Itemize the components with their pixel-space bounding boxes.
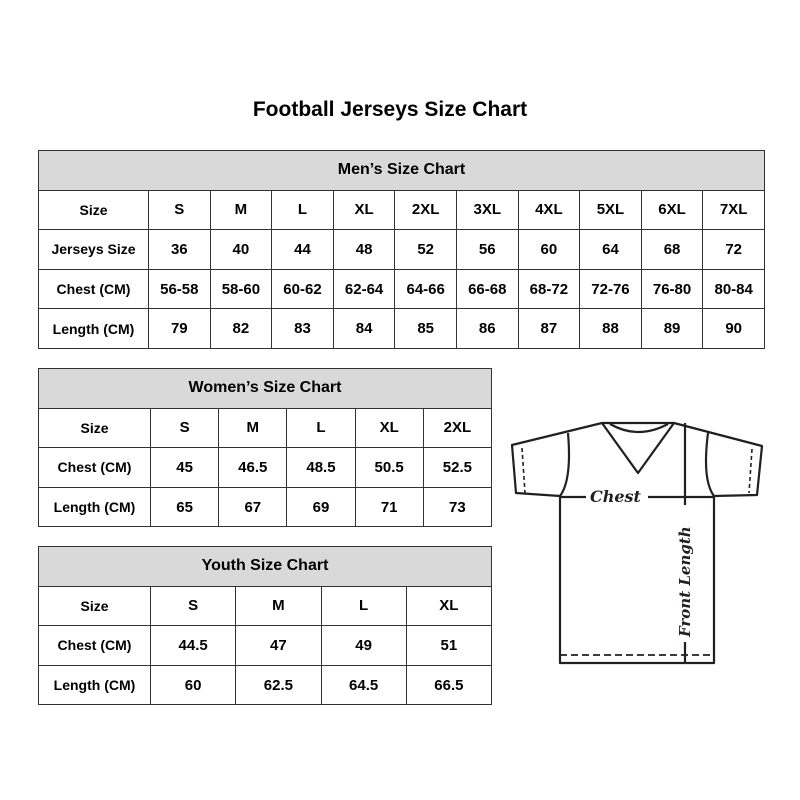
table-cell: 90	[702, 308, 765, 349]
table-cell: 51	[405, 625, 493, 666]
table-cell: 76-80	[640, 268, 704, 310]
table-cell: 66-68	[455, 268, 519, 310]
mens-size-table: Men’s Size Chart Size S M L XL 2XL 3XL 4XL 5XL 6XL…	[38, 150, 765, 349]
table-cell: 50.5	[354, 447, 424, 488]
table-cell: 6XL	[640, 189, 704, 231]
table-cell: 68-72	[517, 268, 581, 310]
table-cell: 52.5	[422, 447, 493, 488]
table-row: Chest (CM) 45 46.5 48.5 50.5 52.5	[38, 447, 493, 488]
table-cell: S	[149, 407, 220, 449]
chest-label: Chest	[590, 487, 642, 506]
table-cell: 5XL	[579, 189, 642, 231]
table-cell: 85	[394, 308, 457, 349]
front-length-label: Front Length	[676, 526, 694, 638]
table-heading: Youth Size Chart	[38, 546, 492, 587]
table-cell: 49	[320, 625, 407, 666]
jersey-collar	[600, 421, 676, 475]
table-row: Size S M L XL	[38, 585, 493, 627]
table-cell: XL	[354, 407, 424, 449]
youth-size-table: Youth Size Chart Size S M L XL Chest (CM) 44.5 4…	[38, 546, 493, 706]
table-cell: 64.5	[320, 664, 407, 706]
table-row: Size S M L XL 2XL	[38, 407, 493, 449]
table-cell: 56-58	[148, 268, 211, 310]
table-cell: 48	[332, 229, 396, 270]
table-row: Chest (CM) 44.5 47 49 51	[38, 625, 493, 666]
table-cell: 71	[354, 486, 424, 528]
table-cell: 60	[149, 664, 237, 706]
table-cell: S	[149, 585, 237, 627]
page-title: Football Jerseys Size Chart	[252, 98, 528, 121]
table-cell: L	[271, 189, 334, 231]
table-cell: 60	[517, 229, 581, 270]
table-cell: 72-76	[579, 268, 642, 310]
jersey-outline	[510, 421, 764, 665]
womens-size-table: Women’s Size Chart Size S M L XL 2XL Chest (CM)…	[38, 368, 493, 528]
table-cell: 65	[149, 486, 220, 528]
table-cell: 73	[422, 486, 493, 528]
table-cell: 84	[332, 308, 396, 349]
row-label: Chest (CM)	[38, 447, 151, 488]
row-label: Size	[38, 407, 151, 449]
table-cell: XL	[405, 585, 493, 627]
table-row: Jerseys Size 36 40 44 48 52 56 60 64 68 72	[38, 229, 765, 270]
table-cell: 40	[209, 229, 273, 270]
table-cell: L	[286, 407, 356, 449]
table-cell: XL	[332, 189, 396, 231]
table-cell: M	[218, 407, 288, 449]
table-cell: 44.5	[149, 625, 237, 666]
table-row: Length (CM) 65 67 69 71 73	[38, 486, 493, 528]
table-cell: 44	[271, 229, 334, 270]
table-cell: 82	[209, 308, 273, 349]
table-cell: 48.5	[286, 447, 356, 488]
table-heading: Men’s Size Chart	[38, 150, 765, 191]
table-cell: 36	[148, 229, 211, 270]
table-cell: L	[320, 585, 407, 627]
table-cell: 66.5	[405, 664, 493, 706]
table-cell: 62.5	[235, 664, 322, 706]
table-cell: 62-64	[332, 268, 396, 310]
row-label: Chest (CM)	[38, 625, 151, 666]
table-cell: 86	[455, 308, 519, 349]
table-row: Size S M L XL 2XL 3XL 4XL 5XL 6XL 7XL	[38, 189, 765, 231]
table-cell: 79	[148, 308, 211, 349]
table-cell: M	[235, 585, 322, 627]
table-cell: 60-62	[271, 268, 334, 310]
table-cell: 7XL	[702, 189, 765, 231]
table-cell: 88	[579, 308, 642, 349]
table-cell: 87	[517, 308, 581, 349]
table-heading: Women’s Size Chart	[38, 368, 492, 409]
row-label: Length (CM)	[38, 486, 151, 528]
row-label: Jerseys Size	[38, 229, 149, 270]
row-label: Size	[38, 585, 151, 627]
table-row: Length (CM) 60 62.5 64.5 66.5	[38, 664, 493, 706]
table-cell: 80-84	[702, 268, 765, 310]
row-label: Length (CM)	[38, 308, 149, 349]
table-cell: 68	[640, 229, 704, 270]
row-label: Size	[38, 189, 149, 231]
table-cell: 45	[149, 447, 220, 488]
table-cell: 2XL	[422, 407, 493, 449]
table-row: Length (CM) 79 82 83 84 85 86 87 88 89 90	[38, 308, 765, 349]
table-cell: 67	[218, 486, 288, 528]
table-cell: 47	[235, 625, 322, 666]
table-cell: 69	[286, 486, 356, 528]
